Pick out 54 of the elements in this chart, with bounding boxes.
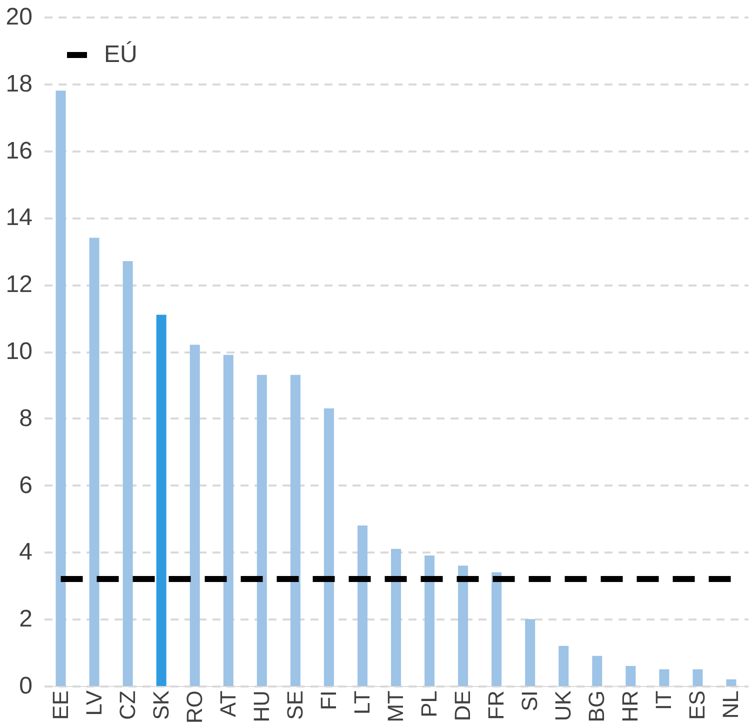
bar bbox=[492, 572, 502, 686]
y-tick-label: 20 bbox=[6, 4, 32, 30]
x-tick-label: FR bbox=[484, 690, 509, 720]
bar bbox=[692, 669, 703, 686]
x-tick-label: LT bbox=[349, 690, 374, 715]
x-tick-label: LV bbox=[81, 690, 106, 716]
bar bbox=[190, 344, 200, 686]
bar bbox=[558, 646, 569, 686]
x-tick-label: SI bbox=[517, 690, 542, 712]
x-tick-label: ES bbox=[684, 690, 710, 720]
y-tick-label: 0 bbox=[19, 672, 32, 700]
bar bbox=[592, 656, 602, 686]
bar bbox=[256, 374, 267, 686]
x-tick-label: MT bbox=[383, 690, 408, 722]
y-tick-label: 14 bbox=[6, 204, 32, 232]
bar bbox=[290, 374, 300, 686]
x-tick-label: UK bbox=[550, 690, 576, 722]
bar bbox=[424, 556, 435, 686]
x-tick-label: NL bbox=[718, 690, 744, 719]
bar bbox=[659, 669, 670, 686]
legend-label: EÚ bbox=[104, 41, 138, 68]
bar bbox=[458, 566, 468, 686]
bar bbox=[89, 238, 100, 686]
y-tick-label: 18 bbox=[6, 70, 32, 98]
bar bbox=[626, 666, 636, 686]
bar bbox=[156, 314, 166, 686]
y-tick-label: 12 bbox=[6, 271, 32, 298]
bar bbox=[324, 408, 334, 686]
x-tick-label: RO bbox=[182, 690, 207, 724]
bar bbox=[357, 525, 368, 686]
x-tick-label: IT bbox=[651, 690, 676, 710]
bar bbox=[122, 261, 133, 686]
x-tick-label: HR bbox=[618, 690, 643, 722]
x-tick-label: PL bbox=[416, 690, 442, 718]
x-tick-label: CZ bbox=[114, 690, 140, 720]
x-tick-label: SE bbox=[282, 690, 308, 720]
bar bbox=[726, 679, 736, 686]
x-tick-label: FI bbox=[316, 690, 341, 710]
x-tick-label: BG bbox=[584, 690, 610, 722]
y-tick-label: 16 bbox=[6, 137, 32, 164]
bar bbox=[223, 354, 234, 686]
x-tick-label: SK bbox=[148, 690, 174, 720]
bar bbox=[525, 619, 536, 686]
y-tick-label: 2 bbox=[19, 606, 32, 633]
y-tick-label: 8 bbox=[19, 404, 32, 432]
bar bbox=[391, 548, 401, 686]
bar bbox=[56, 90, 66, 686]
y-tick-label: 4 bbox=[19, 538, 32, 566]
x-tick-label: AT bbox=[215, 690, 240, 717]
x-tick-label: HU bbox=[248, 690, 274, 722]
y-tick-label: 6 bbox=[19, 472, 32, 499]
x-tick-label: EE bbox=[48, 690, 73, 720]
x-tick-label: DE bbox=[450, 690, 476, 722]
y-tick-label: 10 bbox=[6, 338, 32, 365]
